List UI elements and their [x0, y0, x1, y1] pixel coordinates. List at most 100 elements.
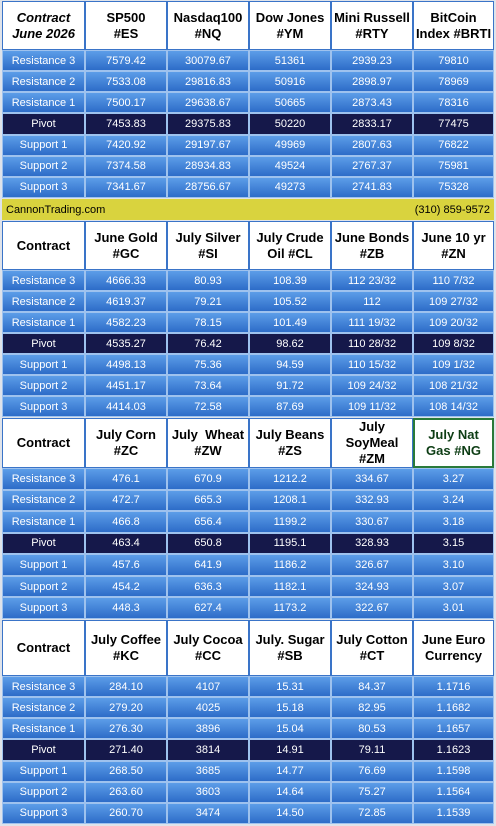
value-cell: 3896: [167, 718, 249, 740]
value-cell: 3.24: [413, 489, 494, 512]
header-cell: June Bonds #ZB: [331, 221, 413, 270]
value-cell: 76.42: [167, 333, 249, 354]
value-cell: 4666.33: [85, 270, 167, 291]
value-cell: 7579.42: [85, 50, 167, 72]
value-cell: 29197.67: [167, 134, 249, 156]
row-label: Resistance 1: [2, 312, 85, 333]
value-cell: 330.67: [331, 511, 413, 533]
value-cell: 4582.23: [85, 312, 167, 333]
value-cell: 7420.92: [85, 134, 167, 156]
header-cell: Mini Russell #RTY: [331, 1, 413, 50]
value-cell: 670.9: [167, 468, 249, 490]
header-line: July Crude: [256, 229, 324, 245]
row-label: Support 2: [2, 781, 85, 803]
row-label: Support 1: [2, 134, 85, 156]
value-cell: 641.9: [167, 554, 249, 576]
value-cell: 3.18: [413, 511, 494, 533]
row-label: Resistance 2: [2, 489, 85, 512]
value-cell: 2873.43: [331, 92, 413, 114]
value-cell: 1.1623: [413, 739, 494, 761]
row-label: Support 1: [2, 760, 85, 782]
row-label: Resistance 1: [2, 718, 85, 740]
header-line: #CC: [194, 648, 221, 663]
value-cell: 75328: [413, 176, 494, 198]
value-cell: 109 27/32: [413, 291, 494, 312]
header-line: #SI: [198, 245, 218, 261]
header-line: July Wheat: [171, 427, 245, 442]
value-cell: 1.1539: [413, 802, 494, 824]
value-cell: 284.10: [85, 676, 167, 698]
header-line: July Cotton: [336, 632, 408, 647]
value-cell: 72.85: [331, 802, 413, 824]
header-line: July: [358, 419, 385, 434]
value-cell: 15.04: [249, 718, 331, 740]
row-label: Support 3: [2, 802, 85, 824]
value-cell: 328.93: [331, 532, 413, 555]
value-cell: 50665: [249, 92, 331, 114]
header-cell: July Cotton #CT: [331, 620, 413, 676]
value-cell: 109 11/32: [331, 396, 413, 417]
header-line: #RTY: [355, 25, 389, 41]
value-cell: 332.93: [331, 489, 413, 512]
value-cell: 4025: [167, 697, 249, 719]
row-label: Support 2: [2, 575, 85, 598]
header-line: Gas #NG: [426, 443, 481, 458]
value-cell: 14.50: [249, 802, 331, 824]
header-line: #GC: [112, 245, 140, 261]
header-line: #ES: [113, 25, 139, 41]
value-cell: 3.07: [413, 575, 494, 598]
header-line: Nasdaq100: [173, 9, 243, 25]
value-cell: 109 8/32: [413, 333, 494, 354]
value-cell: 7500.17: [85, 92, 167, 114]
header-cell: July. Sugar #SB: [249, 620, 331, 676]
site: CannonTrading.com: [6, 203, 106, 216]
header-line: Mini Russell: [334, 9, 410, 25]
value-cell: 50916: [249, 71, 331, 93]
value-cell: 15.31: [249, 676, 331, 698]
row-label: Resistance 2: [2, 291, 85, 312]
header-line: #KC: [112, 648, 139, 663]
row-label: Resistance 3: [2, 676, 85, 698]
header-line: June 10 yr: [421, 229, 486, 245]
value-cell: 76822: [413, 134, 494, 156]
value-cell: 4107: [167, 676, 249, 698]
value-cell: 260.70: [85, 802, 167, 824]
value-cell: 108 21/32: [413, 375, 494, 396]
header-line: June Bonds: [334, 229, 410, 245]
row-label: Resistance 3: [2, 50, 85, 72]
value-cell: 14.77: [249, 760, 331, 782]
value-cell: 4451.17: [85, 375, 167, 396]
header-cell: July Beans #ZS: [249, 418, 331, 468]
phone: (310) 859-9572: [414, 203, 490, 216]
header-cell: July SoyMeal #ZM: [331, 418, 413, 468]
value-cell: 98.62: [249, 333, 331, 354]
header-line: SP500: [106, 9, 146, 25]
header-line: July Beans: [255, 427, 325, 442]
header-cell: July Silver #SI: [167, 221, 249, 270]
header-cell: Contract June 2026: [2, 1, 85, 50]
value-cell: 109 24/32: [331, 375, 413, 396]
value-cell: 1186.2: [249, 554, 331, 576]
value-cell: 110 15/32: [331, 354, 413, 375]
value-cell: 79.11: [331, 739, 413, 761]
row-label: Support 3: [2, 176, 85, 198]
header-cell: July Corn #ZC: [85, 418, 167, 468]
row-label: Support 3: [2, 396, 85, 417]
banner: CannonTrading.com (310) 859-9572: [2, 199, 494, 220]
value-cell: 109 20/32: [413, 312, 494, 333]
row-label: Support 2: [2, 375, 85, 396]
header-line: Currency: [424, 648, 483, 663]
header-cell: July Cocoa #CC: [167, 620, 249, 676]
value-cell: 2939.23: [331, 50, 413, 72]
value-cell: 3603: [167, 781, 249, 803]
value-cell: 650.8: [167, 532, 249, 555]
header-line: Dow Jones: [255, 9, 325, 25]
value-cell: 78969: [413, 71, 494, 93]
value-cell: 4619.37: [85, 291, 167, 312]
value-cell: 3814: [167, 739, 249, 761]
value-cell: 80.93: [167, 270, 249, 291]
value-cell: 3.15: [413, 532, 494, 555]
header-line: #YM: [276, 25, 304, 41]
value-cell: 111 19/32: [331, 312, 413, 333]
value-cell: 110 28/32: [331, 333, 413, 354]
